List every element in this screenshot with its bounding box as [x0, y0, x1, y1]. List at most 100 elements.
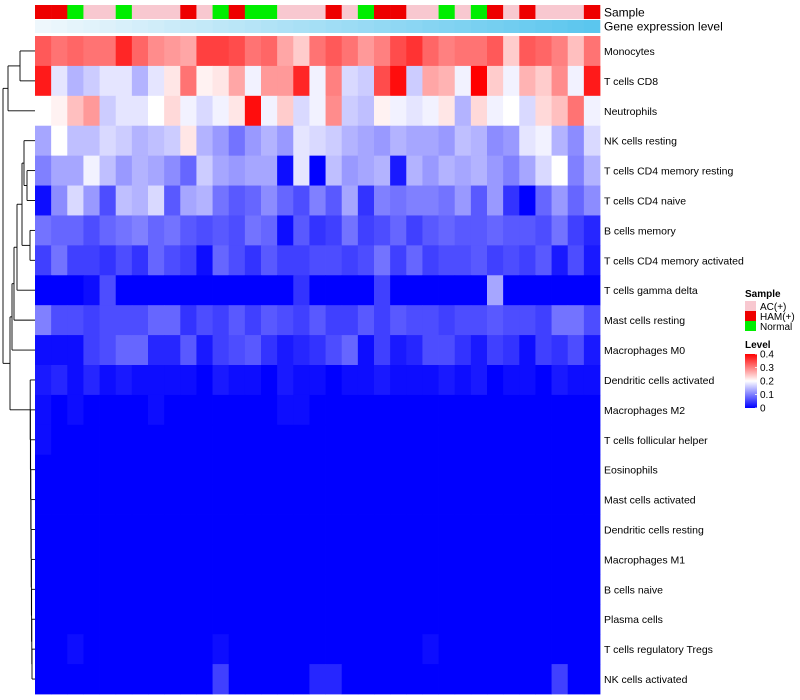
heatmap-cell	[438, 245, 456, 276]
heatmap-cell	[180, 634, 197, 665]
heatmap-cell	[470, 36, 488, 67]
heatmap-cell	[99, 484, 117, 515]
expression-annotation-cell	[583, 20, 601, 33]
heatmap-cell	[51, 454, 68, 486]
heatmap-cell	[180, 36, 197, 67]
heatmap-cell	[148, 454, 165, 486]
heatmap-cell	[583, 574, 601, 605]
heatmap-cell	[422, 185, 439, 216]
heatmap-cell	[228, 424, 246, 456]
heatmap-cell	[148, 574, 165, 605]
heatmap-cell	[67, 335, 84, 366]
sample-annotation-cell	[164, 5, 181, 19]
heatmap-cell	[309, 424, 326, 456]
heatmap-cell	[519, 125, 536, 157]
expression-annotation-cell	[535, 20, 552, 33]
heatmap-cell	[503, 275, 520, 306]
heatmap-cell	[535, 215, 552, 246]
heatmap-cell	[470, 95, 488, 127]
heatmap-cell	[164, 65, 181, 97]
row-label: Mast cells resting	[604, 315, 685, 327]
heatmap-cell	[438, 514, 456, 545]
heatmap-cell	[148, 36, 165, 67]
heatmap-cell	[228, 215, 246, 246]
heatmap-cell	[406, 125, 423, 157]
heatmap-cell	[406, 36, 423, 67]
heatmap-cell	[503, 245, 520, 276]
heatmap-cell	[35, 245, 52, 276]
heatmap-cell	[422, 65, 439, 97]
sample-legend-swatch	[745, 301, 756, 311]
heatmap-cell	[357, 604, 375, 635]
heatmap-cell	[374, 454, 391, 486]
heatmap-cell	[293, 604, 310, 635]
heatmap-cell	[35, 185, 52, 216]
sample-legend: Sample AC(+)HAM(+)Normal	[745, 289, 795, 333]
heatmap-cell	[261, 394, 278, 426]
heatmap-cell	[180, 365, 197, 396]
heatmap-cell	[325, 95, 343, 127]
heatmap-cell	[131, 394, 149, 426]
heatmap-cell	[551, 544, 569, 575]
expression-annotation-cell	[503, 20, 520, 33]
heatmap-cell	[261, 454, 278, 486]
heatmap-cell	[519, 424, 536, 456]
heatmap-cells	[35, 36, 601, 695]
sample-annotation-cell	[99, 5, 117, 19]
heatmap-cell	[325, 484, 343, 515]
heatmap-cell	[180, 125, 197, 157]
heatmap-cell	[293, 365, 310, 396]
heatmap-cell	[115, 604, 133, 635]
heatmap-cell	[519, 514, 536, 545]
sample-annotation-cell	[196, 5, 213, 19]
heatmap-cell	[99, 155, 117, 186]
expression-annotation-cell	[390, 20, 407, 33]
heatmap-cell	[212, 574, 230, 605]
heatmap-cell	[244, 125, 262, 157]
sample-legend-label: Normal	[760, 322, 792, 333]
heatmap-cell	[115, 36, 133, 67]
heatmap-cell	[438, 454, 456, 486]
heatmap-cell	[164, 424, 181, 456]
heatmap-cell	[503, 185, 520, 216]
heatmap-cell	[228, 185, 246, 216]
sample-annotation-cell	[277, 5, 294, 19]
heatmap-cell	[115, 125, 133, 157]
heatmap-cell	[583, 514, 601, 545]
sample-annotation-cell	[261, 5, 278, 19]
sample-annotation-bar	[35, 5, 601, 19]
heatmap-cell	[83, 36, 100, 67]
heatmap-cell	[583, 125, 601, 157]
heatmap-cell	[567, 215, 585, 246]
heatmap-cell	[244, 185, 262, 216]
heatmap-cell	[551, 125, 569, 157]
heatmap-cell	[99, 185, 117, 216]
sample-annotation-cell	[212, 5, 230, 19]
heatmap-cell	[583, 245, 601, 276]
heatmap-cell	[83, 125, 100, 157]
heatmap-cell	[567, 634, 585, 665]
heatmap-cell	[341, 394, 359, 426]
heatmap-cell	[374, 574, 391, 605]
heatmap-cell	[67, 514, 84, 545]
heatmap-cell	[406, 424, 423, 456]
heatmap-cell	[406, 604, 423, 635]
heatmap-cell	[583, 305, 601, 336]
heatmap-cell	[148, 245, 165, 276]
heatmap-cell	[503, 305, 520, 336]
heatmap-cell	[83, 215, 100, 246]
level-legend-title: Level	[745, 340, 771, 351]
heatmap-cell	[115, 95, 133, 127]
heatmap-cell	[83, 514, 100, 545]
heatmap-cell	[341, 544, 359, 575]
heatmap-cell	[519, 36, 536, 67]
expression-annotation-cell	[277, 20, 294, 33]
heatmap-cell	[487, 305, 504, 336]
heatmap-cell	[180, 275, 197, 306]
heatmap-cell	[341, 634, 359, 665]
heatmap-cell	[164, 36, 181, 67]
heatmap-cell	[180, 305, 197, 336]
heatmap-cell	[228, 275, 246, 306]
heatmap-cell	[341, 484, 359, 515]
heatmap-cell	[164, 125, 181, 157]
